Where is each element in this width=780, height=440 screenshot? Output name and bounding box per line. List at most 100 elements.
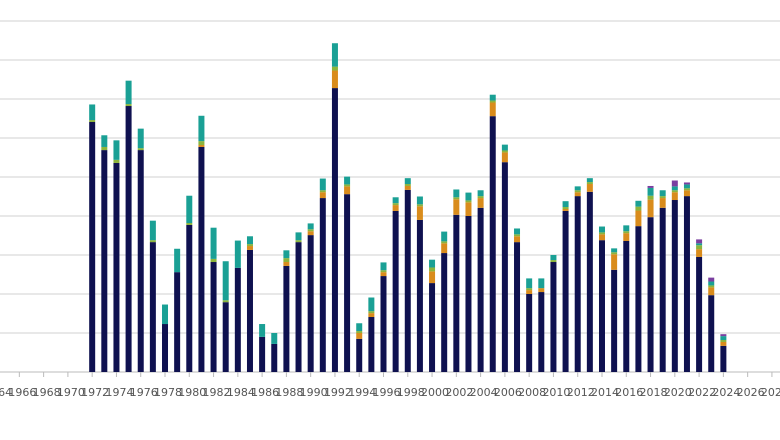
bar-segment [477,190,484,197]
bar-segment [186,224,193,372]
bar-segment [611,248,618,253]
bar-segment [283,258,290,263]
bar-segment [708,287,715,296]
bar-segment [331,43,338,67]
bar-segment [611,269,618,372]
bar-segment [623,231,630,234]
bar-segment [222,261,229,301]
x-tick-label: 2010 [542,386,570,399]
bar-segment [708,295,715,372]
bar-segment [246,244,253,247]
bar-segment [125,104,132,107]
bar-segment [550,262,557,372]
bar-segment [465,216,472,372]
x-tick-label: 2016 [615,386,643,399]
bar-segment [295,232,302,241]
bar-segment [720,336,727,341]
bar-segment [562,210,569,372]
bar-segment [392,203,399,206]
bar-segment [392,210,399,372]
bar-segment [574,196,581,372]
bar-segment [696,243,703,246]
bar-segment [501,144,508,151]
bar-segment [137,128,144,149]
bar-segment [331,66,338,71]
x-tick-label: 2002 [445,386,473,399]
bar-segment [416,204,423,207]
bar-segment [307,235,314,372]
x-tick-label: 1984 [227,386,255,399]
bar-segment [246,249,253,372]
bar-segment [477,207,484,372]
bar-segment [271,343,278,372]
bar-segment [404,178,411,185]
bar-segment [683,196,690,372]
bar-segment [598,232,605,235]
bar-segment [404,184,411,186]
x-tick-label: 1970 [57,386,85,399]
bar-segment [222,300,229,303]
bar-segment [696,249,703,257]
bar-segment [380,272,387,277]
bar-segment [635,206,642,211]
bar-segment [647,195,654,200]
bar-segment [368,297,375,312]
bar-segment [514,242,521,372]
x-tick-label: 1980 [178,386,206,399]
x-tick-label: 2024 [712,386,740,399]
bar-segment [441,241,448,244]
bar-segment [550,255,557,261]
bar-segment [696,245,703,250]
bar-segment [659,207,666,372]
bar-segment [89,104,96,121]
bar-segment [149,242,156,372]
bar-segment [696,239,703,244]
bar-segment [574,186,581,191]
bar-segment [489,102,496,117]
bar-segment [162,304,169,325]
bar-segment [538,288,545,293]
bar-segment [598,240,605,372]
bar-segment [671,192,678,201]
bar-segment [623,225,630,232]
x-tick-label: 1992 [324,386,352,399]
bar-segment [368,317,375,372]
bar-segment [647,217,654,372]
bar-segment [465,200,472,203]
bar-segment [550,260,557,263]
bar-segment [380,262,387,271]
bar-segment [416,219,423,372]
bar-segment [307,231,314,236]
bar-segment [453,189,460,198]
bar-segment [501,150,508,153]
bar-segment [465,192,472,201]
x-tick-label: 2000 [421,386,449,399]
bar-segment [234,240,241,268]
bar-segment [271,333,278,344]
bar-segment [344,184,351,187]
bar-segment [356,333,363,339]
bar-segment [635,210,642,227]
bar-segment [453,199,460,215]
bar-segment [671,200,678,372]
bar-segment [174,248,181,273]
bar-segment [356,323,363,332]
bar-segment [283,262,290,266]
x-tick-label: 2026 [737,386,765,399]
x-tick-label: 2004 [470,386,498,399]
x-tick-label: 1968 [33,386,61,399]
bar-segment [514,228,521,235]
bar-segment [720,334,727,337]
bar-segment [149,240,156,243]
bar-segment [683,190,690,197]
bar-segment [344,194,351,372]
bar-segment [489,116,496,372]
bar-segment [198,145,205,147]
bar-segment [101,146,108,151]
bar-segment [538,278,545,289]
bar-segment [659,198,666,208]
bar-segment [659,190,666,197]
bar-segment [113,162,120,372]
bar-segment [113,140,120,160]
bar-segment [441,243,448,254]
